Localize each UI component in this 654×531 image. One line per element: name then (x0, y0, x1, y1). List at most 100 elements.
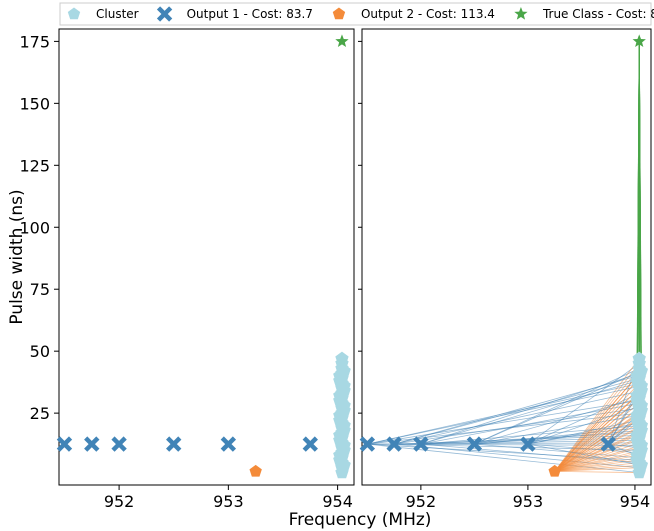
left-panel-frame (58, 28, 355, 486)
output-1-point (359, 436, 376, 452)
right-panel-frame (361, 28, 652, 486)
true-class-assignment-line (636, 41, 640, 376)
output-1-assignment-line (394, 443, 642, 451)
true-class-assignment-line (638, 41, 642, 386)
output-2-assignment-line (554, 405, 642, 472)
output-2-assignment-line (554, 402, 640, 472)
legend-label-0: Cluster (96, 7, 139, 21)
output-1-assignment-line (527, 405, 642, 445)
output-2-assignment-line (554, 444, 642, 472)
cluster-point (634, 398, 649, 412)
x-tick-label: 952 (104, 492, 135, 511)
y-axis-label: Pulse width (ns) (7, 189, 27, 324)
output-1-assignment-line (367, 385, 642, 445)
x-tick-label: 953 (213, 492, 244, 511)
output-1-assignment-line (367, 400, 638, 445)
cluster-point (634, 378, 649, 392)
output-1-assignment-line (527, 392, 640, 445)
cluster-point (634, 458, 649, 471)
cluster-point (634, 438, 649, 452)
output-1-assignment-line (367, 443, 640, 474)
y-tick-label: 25 (30, 404, 50, 423)
legend-label-2: Output 2 - Cost: 113.4 (361, 7, 495, 21)
cluster-point (337, 398, 351, 412)
legend-marker-3 (514, 7, 528, 20)
y-tick-label: 125 (19, 156, 50, 175)
output-1-point (302, 436, 318, 452)
right-panel (359, 28, 652, 486)
output-1-assignment-line (420, 380, 638, 445)
output-2-assignment-line (554, 363, 640, 472)
x-tick-label: 953 (513, 492, 544, 511)
legend: Cluster Output 1 - Cost: 83.7 Output 2 - C… (59, 2, 654, 26)
output-1-assignment-line (394, 375, 638, 445)
output-2-assignment-line (554, 430, 642, 472)
legend-marker-0 (67, 7, 81, 20)
cluster-point (333, 428, 347, 442)
legend-box (59, 2, 652, 26)
output-1-assignment-line (527, 363, 640, 445)
cluster-point (630, 448, 644, 461)
output-1-point (84, 436, 100, 452)
y-tick-label: 150 (19, 94, 50, 113)
output-1-point (466, 436, 483, 452)
output-1-point (111, 436, 127, 452)
output-2-assignment-line (554, 400, 638, 472)
output-1-assignment-line (474, 368, 640, 445)
output-2-assignment-line (554, 422, 640, 472)
output-2-assignment-line (554, 395, 638, 472)
output-2-assignment-line (554, 449, 642, 472)
x-axis-label: Frequency (MHz) (289, 510, 432, 530)
output-1-assignment-line (367, 443, 642, 446)
cluster-point (333, 408, 347, 422)
output-2-assignment-line (554, 462, 640, 472)
legend-label-3: True Class - Cost: 874.4 (542, 7, 654, 21)
x-tick-label: 954 (322, 492, 353, 511)
cluster-point (337, 378, 351, 392)
cluster-point (335, 351, 349, 365)
output-1-assignment-line (527, 443, 642, 466)
output-1-assignment-line (474, 370, 642, 445)
true-class-point (335, 34, 349, 48)
output-2-assignment-line (554, 375, 638, 472)
cluster-point (632, 351, 646, 365)
output-1-point (166, 436, 182, 452)
output-2-point (548, 464, 561, 477)
output-2-assignment-line (554, 454, 638, 472)
cluster-point (630, 408, 644, 422)
legend-marker-2 (332, 7, 346, 20)
output-1-point (56, 436, 73, 452)
y-tick-label: 75 (30, 280, 50, 299)
left-panel (56, 28, 355, 486)
output-1-assignment-line (420, 425, 642, 445)
output-1-point (220, 436, 237, 452)
output-2-assignment-line (554, 464, 642, 472)
cluster-point (630, 368, 644, 382)
output-2-point (249, 464, 262, 477)
cluster-point (634, 418, 649, 432)
output-1-point (386, 436, 402, 452)
output-2-assignment-line (554, 380, 638, 472)
cluster-point (630, 428, 644, 442)
output-2-assignment-line (554, 368, 640, 472)
output-1-assignment-line (394, 390, 642, 445)
output-2-assignment-line (554, 385, 642, 472)
output-2-assignment-line (554, 415, 638, 472)
cluster-point (333, 448, 347, 461)
output-2-assignment-line (554, 425, 642, 472)
x-tick-label: 952 (406, 492, 437, 511)
output-1-point (520, 436, 536, 452)
cluster-point (337, 418, 351, 432)
output-1-assignment-line (527, 420, 638, 445)
cluster-point (333, 388, 347, 402)
cluster-point (337, 438, 351, 452)
cluster-point (337, 458, 351, 471)
y-tick-label: 175 (19, 32, 50, 51)
cluster-point (630, 388, 644, 402)
y-tick-label: 100 (19, 218, 50, 237)
output-1-point (413, 436, 429, 452)
true-class-point (632, 34, 646, 48)
output-2-assignment-line (554, 435, 638, 472)
x-tick-label: 954 (620, 492, 651, 511)
